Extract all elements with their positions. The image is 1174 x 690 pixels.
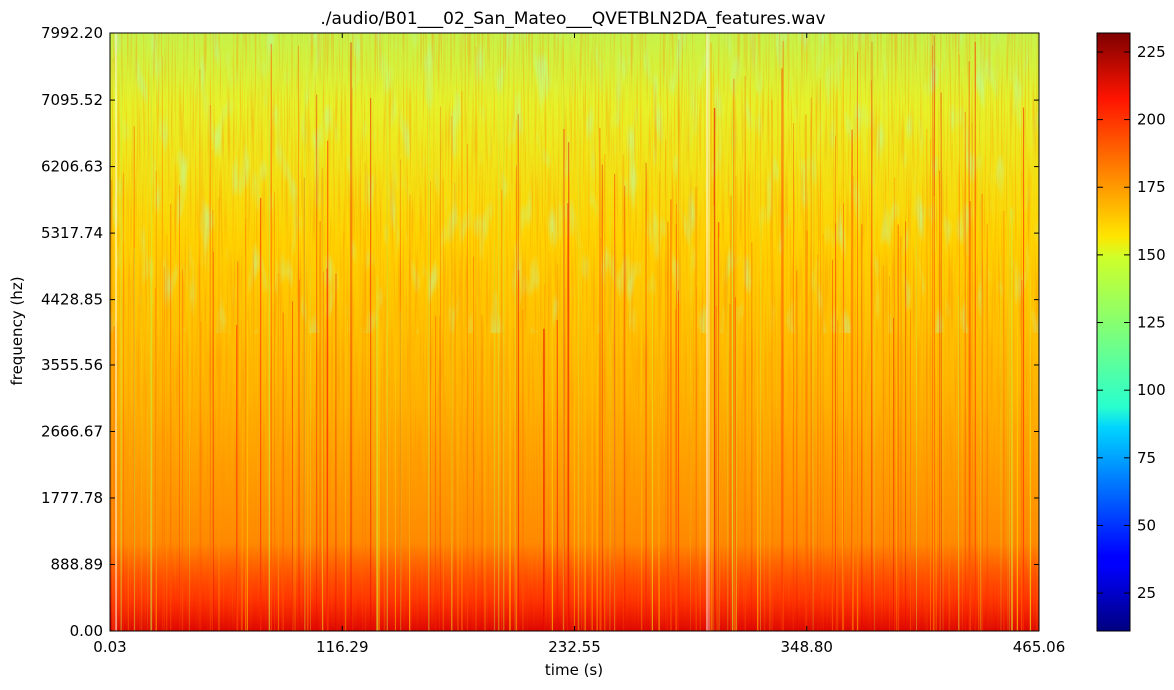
x-axis: 0.03 116.29 232.55 348.80 465.06	[93, 33, 1065, 656]
time-streaks	[111, 33, 1038, 631]
y-tick-label: 7095.52	[41, 91, 103, 109]
y-tick-label: 0.00	[70, 622, 103, 640]
colorbar-tick-label: 25	[1137, 584, 1156, 602]
y-tick-label: 1777.78	[41, 489, 103, 507]
colorbar-tick-label: 175	[1137, 178, 1166, 196]
spectrogram-grain	[110, 33, 1039, 631]
x-tick-label: 116.29	[316, 638, 369, 656]
plot-area: 0.03 116.29 232.55 348.80 465.06 0.00 888.89 1…	[41, 24, 1065, 656]
x-axis-label: time (s)	[545, 661, 603, 679]
colorbar-tick-label: 100	[1137, 381, 1166, 399]
colorbar-tick-label: 200	[1137, 111, 1166, 129]
x-tick-label: 232.55	[548, 638, 601, 656]
y-tick-label: 3555.56	[41, 356, 103, 374]
y-tick-label: 888.89	[51, 555, 104, 573]
x-tick-label: 348.80	[780, 638, 833, 656]
colorbar-tick-label: 225	[1137, 43, 1166, 61]
y-axis: 0.00 888.89 1777.78 2666.67 3555.56 4428.85 53…	[41, 24, 1039, 640]
colorbar-tick-label: 125	[1137, 314, 1166, 332]
x-tick-label: 0.03	[93, 638, 126, 656]
chart-title: ./audio/B01___02_San_Mateo___QVETBLN2DA_…	[320, 9, 825, 29]
colorbar-ticks: 25 50 75 100 125 150 175 200 225	[1097, 43, 1166, 602]
y-tick-label: 6206.63	[41, 158, 103, 176]
y-tick-label: 5317.74	[41, 224, 103, 242]
x-tick-label: 465.06	[1013, 638, 1066, 656]
y-tick-label: 7992.20	[41, 24, 103, 42]
low-frequency-band	[110, 545, 1039, 631]
colorbar-tick-label: 50	[1137, 516, 1156, 534]
y-axis-label: frequency (hz)	[8, 276, 26, 385]
colorbar-tick-label: 150	[1137, 246, 1166, 264]
colorbar-tick-label: 75	[1137, 449, 1156, 467]
y-tick-label: 2666.67	[41, 422, 103, 440]
colorbar: 25 50 75 100 125 150 175 200 225	[1096, 32, 1166, 632]
colorbar-gradient	[1096, 32, 1131, 632]
y-tick-label: 4428.85	[41, 291, 103, 309]
